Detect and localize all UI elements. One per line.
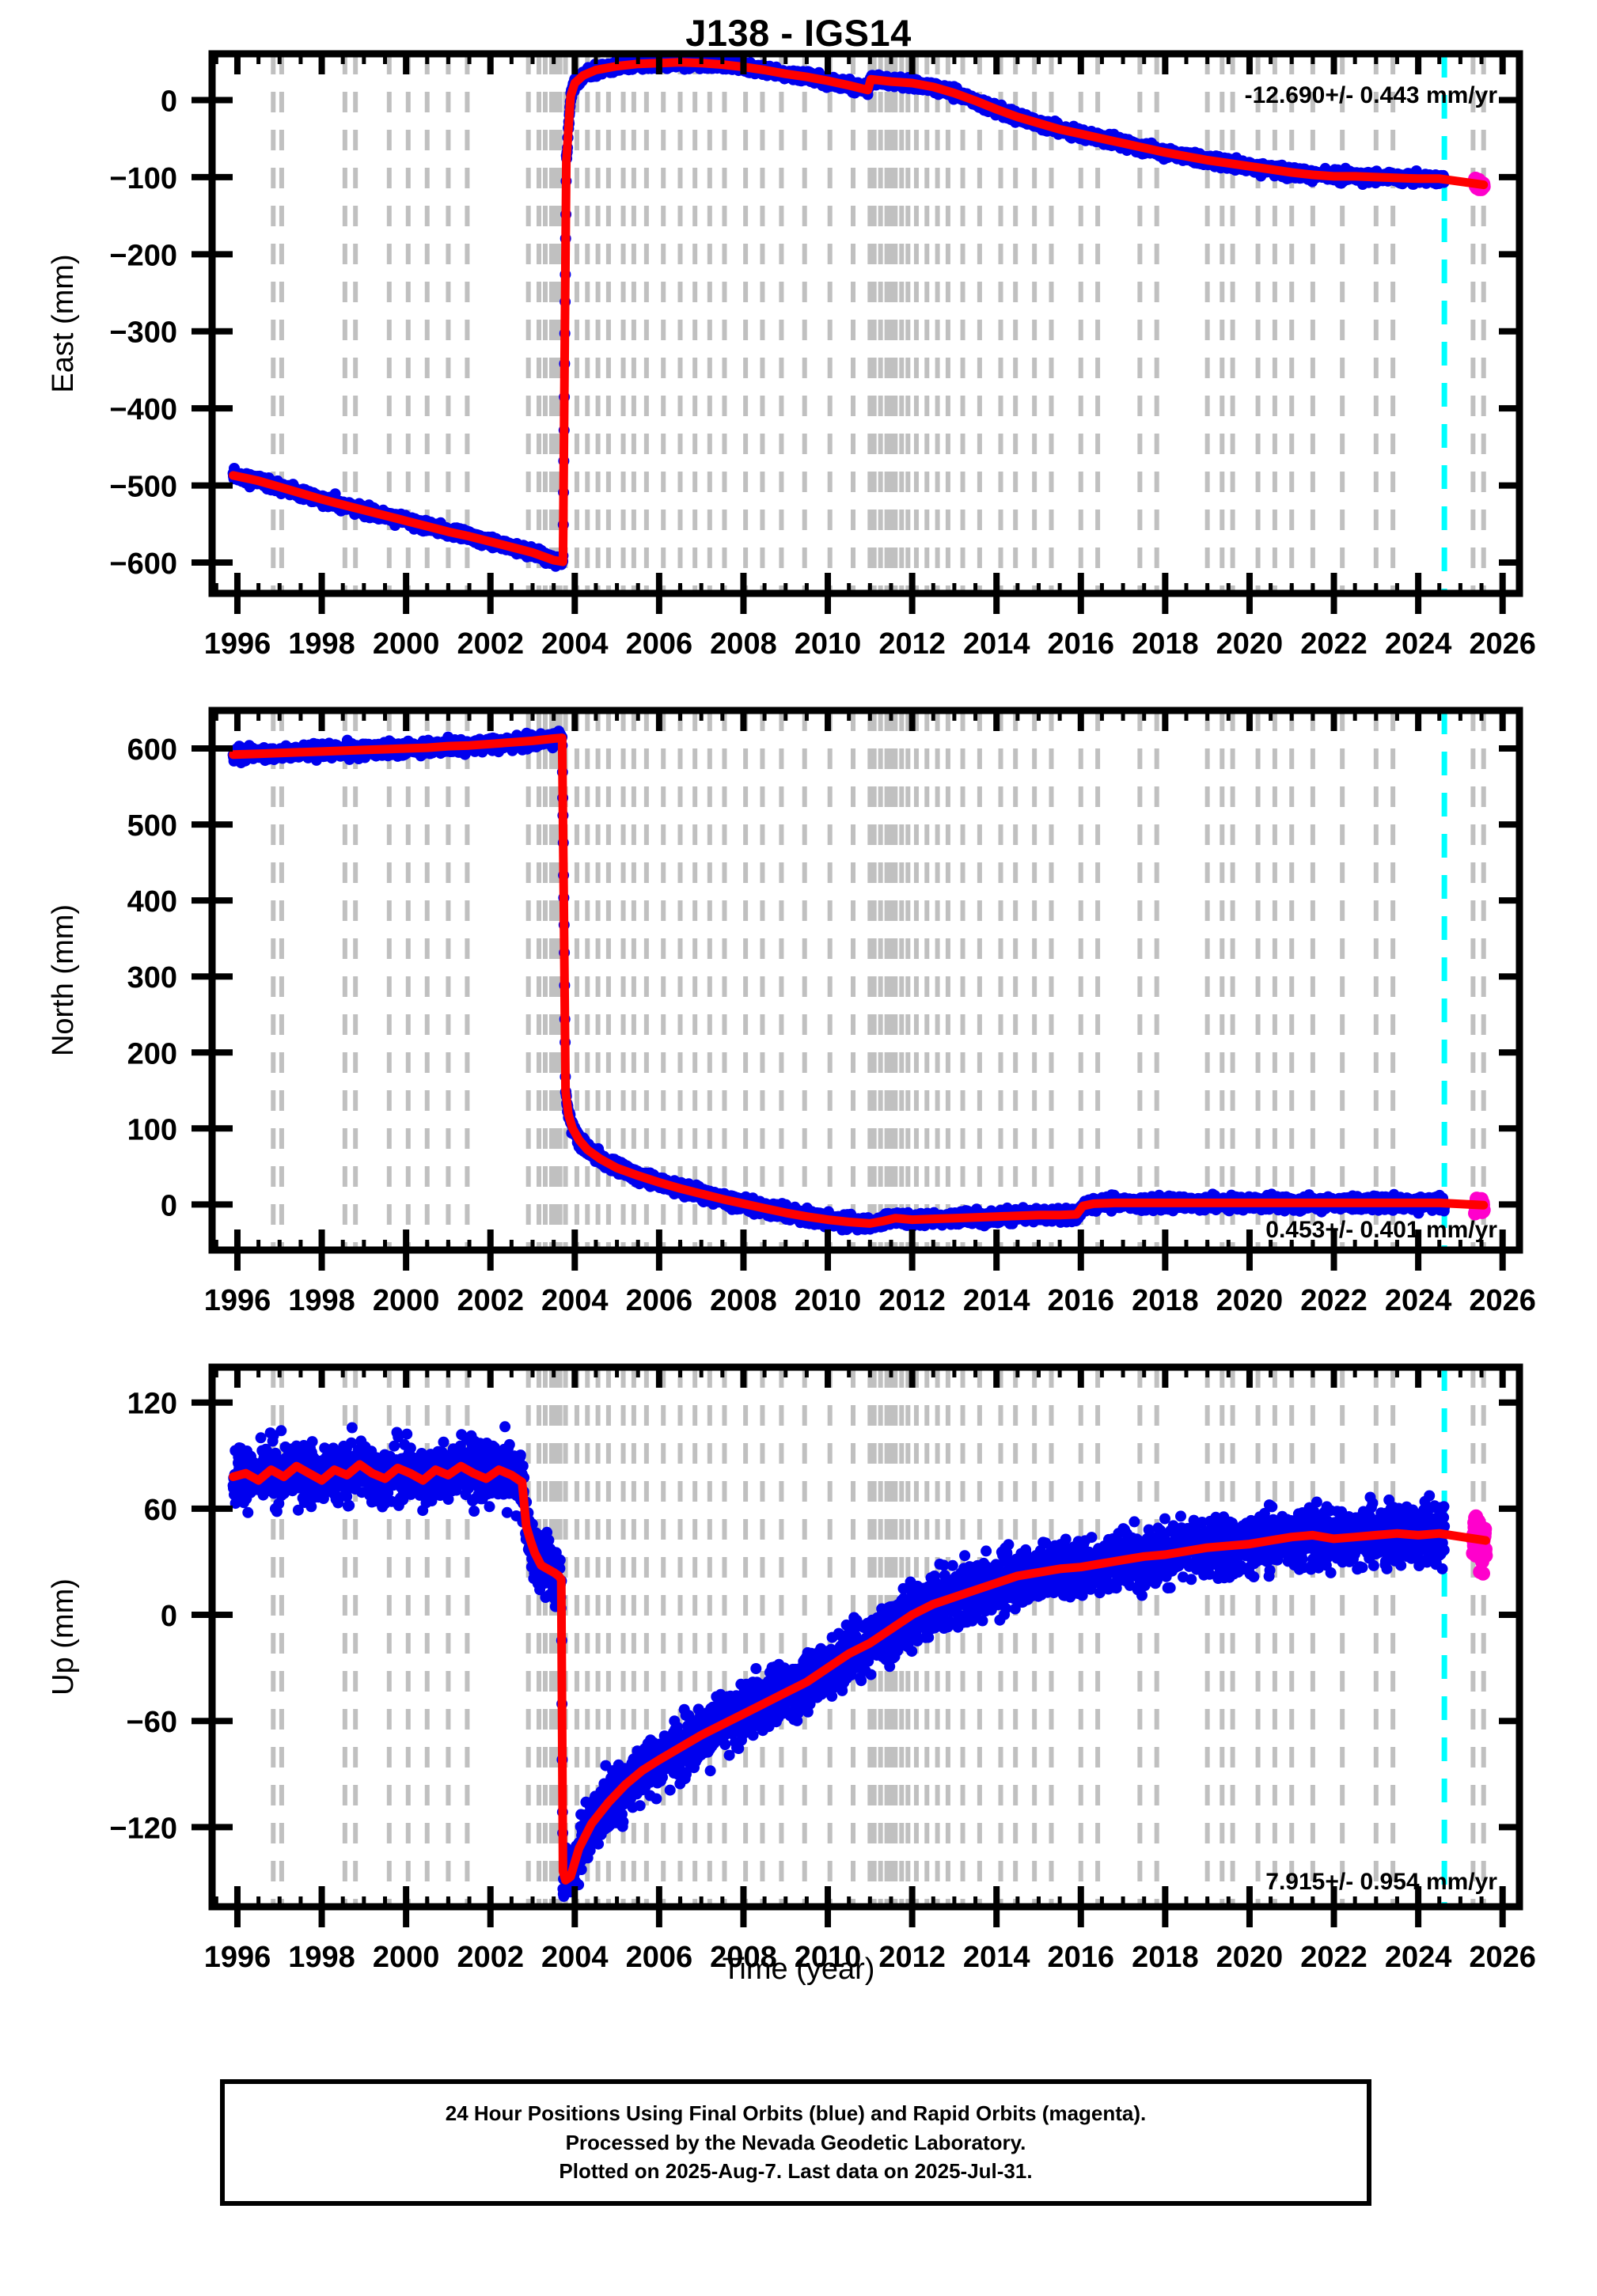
- x-tick-label: 2000: [373, 627, 440, 657]
- y-tick-label: 600: [127, 733, 177, 767]
- x-tick-label: 2004: [541, 627, 609, 657]
- x-tick-label: 2000: [373, 1284, 440, 1313]
- y-axis-title: Up (mm): [47, 1578, 80, 1695]
- y-tick-label: 200: [127, 1037, 177, 1070]
- x-tick-label: 2008: [710, 1284, 777, 1313]
- x-tick-label: 2016: [1048, 627, 1115, 657]
- axis-frame: [208, 1363, 1523, 1911]
- x-tick-label: 2002: [457, 1941, 524, 1970]
- page-title: J138 - IGS14: [685, 12, 912, 54]
- y-tick-label: −500: [109, 471, 177, 504]
- rate-annotation: 7.915+/- 0.954 mm/yr: [1265, 1869, 1497, 1895]
- y-tick-label: −200: [109, 239, 177, 272]
- plot-background: [212, 54, 1519, 593]
- plot-background: [212, 710, 1519, 1250]
- x-tick-label: 2024: [1385, 1941, 1452, 1970]
- x-tick-label: 1998: [288, 1284, 355, 1313]
- x-tick-label: 2012: [878, 1941, 946, 1970]
- x-tick-label: 1996: [204, 1284, 271, 1313]
- x-tick-label: 2014: [963, 627, 1030, 657]
- plot-panel-north: 1996 1998 2000 2002 2004 2006 2008 2010 2012 2014…: [0, 704, 1597, 1313]
- x-tick-label: 2002: [457, 1284, 524, 1313]
- x-tick-label: 2018: [1132, 1941, 1199, 1970]
- x-tick-label: 2000: [373, 1941, 440, 1970]
- x-tick-label: 2026: [1469, 1941, 1536, 1970]
- x-tick-label: 2018: [1132, 627, 1199, 657]
- x-tick-label: 2006: [626, 1941, 693, 1970]
- x-tick-label: 2010: [795, 1284, 862, 1313]
- y-tick-label: 500: [127, 809, 177, 843]
- plot-panel-east: 1996 1998 2000 2002 2004 2006 2008 2010 2012 2014…: [0, 47, 1597, 657]
- y-tick-label: 60: [144, 1494, 177, 1527]
- x-tick-label: 1996: [204, 627, 271, 657]
- y-tick-label: −300: [109, 316, 177, 350]
- x-tick-label: 2026: [1469, 627, 1536, 657]
- y-tick-label: −100: [109, 162, 177, 195]
- x-tick-label: 2004: [541, 1284, 609, 1313]
- caption-line-1: 24 Hour Positions Using Final Orbits (bl…: [445, 2101, 1147, 2125]
- x-tick-label: 2020: [1216, 1941, 1284, 1970]
- y-tick-label: 400: [127, 885, 177, 919]
- x-tick-label: 2010: [795, 1941, 862, 1970]
- x-tick-label: 1996: [204, 1941, 271, 1970]
- x-tick-label: 2010: [795, 627, 862, 657]
- x-tick-label: 2014: [963, 1284, 1030, 1313]
- y-tick-label: −60: [127, 1706, 177, 1739]
- axis-frame: [208, 707, 1523, 1254]
- x-tick-label: 2014: [963, 1941, 1030, 1970]
- x-tick-label: 2026: [1469, 1284, 1536, 1313]
- y-tick-label: 100: [127, 1113, 177, 1146]
- x-tick-label: 2016: [1048, 1941, 1115, 1970]
- model-fit-line: [229, 733, 1489, 1228]
- x-tick-label: 2022: [1300, 627, 1368, 657]
- x-tick-label: 2024: [1385, 1284, 1452, 1313]
- x-tick-label: 2008: [710, 627, 777, 657]
- x-tick-label: 2012: [878, 1284, 946, 1313]
- model-fit-line: [229, 1460, 1490, 1885]
- y-tick-label: 120: [127, 1388, 177, 1421]
- y-tick-label: 0: [161, 1189, 177, 1222]
- y-axis-title: North (mm): [47, 904, 80, 1056]
- x-axis-title: Time (year): [722, 1953, 875, 1986]
- plot-east: 1996 1998 2000 2002 2004 2006 2008 2010 2012 2014…: [47, 50, 1536, 657]
- x-tick-label: 2016: [1048, 1284, 1115, 1313]
- x-tick-label: 2004: [541, 1941, 609, 1970]
- x-tick-label: 2006: [626, 627, 693, 657]
- rate-annotation: -12.690+/- 0.443 mm/yr: [1245, 82, 1498, 108]
- y-axis-title: East (mm): [47, 254, 80, 392]
- caption-line-3: Plotted on 2025-Aug-7. Last data on 2025…: [559, 2159, 1033, 2184]
- x-tick-label: 2018: [1132, 1284, 1199, 1313]
- y-tick-label: 300: [127, 961, 177, 995]
- model-fit-line: [229, 58, 1489, 566]
- x-tick-label: 2022: [1300, 1941, 1368, 1970]
- y-tick-label: −120: [109, 1812, 177, 1845]
- y-tick-label: −400: [109, 393, 177, 426]
- axis-frame: [208, 50, 1523, 597]
- x-tick-label: 2020: [1216, 1284, 1284, 1313]
- x-tick-label: 1998: [288, 627, 355, 657]
- y-tick-label: 0: [161, 1600, 177, 1633]
- rate-annotation: 0.453+/- 0.401 mm/yr: [1265, 1217, 1497, 1243]
- y-tick-label: −600: [109, 547, 177, 581]
- x-tick-label: 2008: [710, 1941, 777, 1970]
- caption-line-2: Processed by the Nevada Geodetic Laborat…: [565, 2130, 1026, 2154]
- x-tick-label: 2006: [626, 1284, 693, 1313]
- x-tick-label: 2024: [1385, 627, 1452, 657]
- plot-north: 1996 1998 2000 2002 2004 2006 2008 2010 2012 2014…: [47, 707, 1536, 1313]
- x-tick-label: 2002: [457, 627, 524, 657]
- x-tick-label: 2022: [1300, 1284, 1368, 1313]
- x-tick-label: 1998: [288, 1941, 355, 1970]
- plot-panel-up: 1996 1998 2000 2002 2004 2006 2008 2010 2012 2014…: [0, 1361, 1597, 1970]
- x-tick-label: 2020: [1216, 627, 1284, 657]
- figure-caption-box: 24 Hour Positions Using Final Orbits (bl…: [220, 2079, 1371, 2206]
- y-tick-label: 0: [161, 85, 177, 118]
- x-tick-label: 2012: [878, 627, 946, 657]
- plot-up: 1996 1998 2000 2002 2004 2006 2008 2010 2012 2014…: [47, 1363, 1536, 1970]
